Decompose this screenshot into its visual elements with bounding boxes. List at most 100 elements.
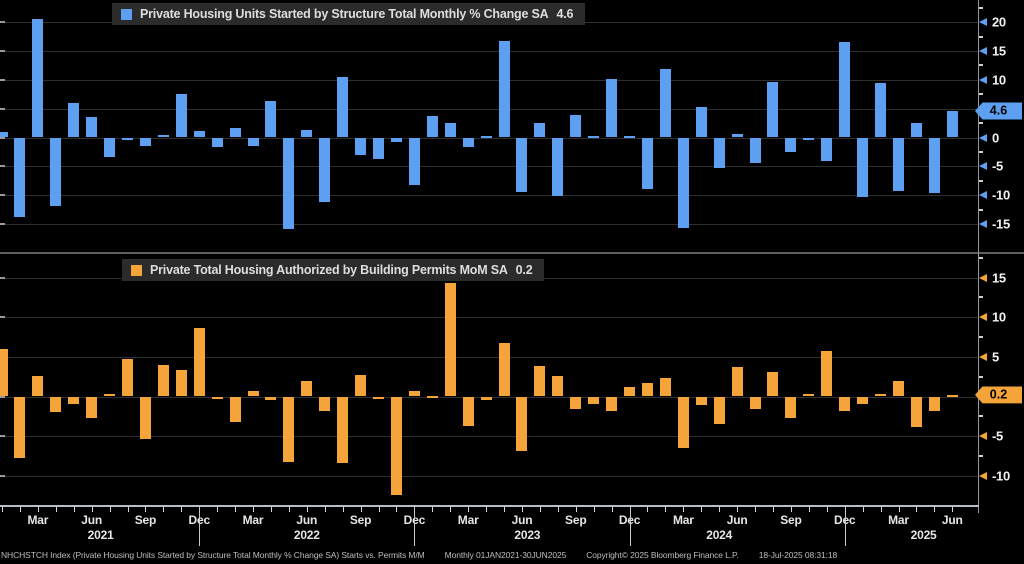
month-tick [647,507,649,512]
y-axis-minor-tick [978,35,983,38]
bar [86,117,98,138]
y-axis-minor-tick [978,64,983,67]
month-tick [450,507,452,512]
bar [910,396,922,428]
bar [0,348,8,397]
bar [821,350,833,397]
starts-panel-plot-area[interactable]: 20151050-5-10-154.6 [0,0,1024,252]
starts-legend-item[interactable]: Private Housing Units Started by Structu… [112,3,586,25]
bar [659,378,671,397]
y-axis-minor-tick [978,93,983,96]
month-tick-label: Dec [403,513,426,527]
y-axis-tick-arrow-icon [979,18,987,27]
month-tick [826,507,828,512]
month-tick [629,507,631,512]
bar [247,137,259,146]
footer-timestamp: 18-Jul-2025 08:31:18 [758,550,838,560]
bar [104,394,116,397]
year-divider-tick [199,507,201,546]
month-tick [37,507,39,512]
month-tick-label: Jun [81,513,103,527]
y-axis-tick-label: 10 [992,72,1006,88]
bar [498,40,510,138]
left-axis-tick [0,474,5,477]
month-tick [253,507,255,512]
bar [624,136,636,139]
bar [641,383,653,397]
gridline [0,475,978,477]
bar [337,396,349,464]
bar [122,359,133,397]
bar [480,135,492,138]
month-tick [2,507,3,512]
bar [373,396,385,399]
year-label: 2023 [514,528,541,542]
bar [893,137,904,192]
bar [946,110,958,138]
bar [301,129,313,138]
y-axis-tick-arrow-icon [979,75,987,84]
y-axis-minor-tick [978,208,983,211]
bar [749,396,761,410]
y-axis-minor-tick [978,375,983,378]
bar [588,396,600,404]
left-axis-tick [0,276,5,279]
month-tick-label: Sep [565,513,587,527]
bar [677,137,689,229]
bar [14,137,26,218]
bar [175,369,187,397]
month-tick [575,507,577,512]
y-axis-tick-label: 20 [992,14,1006,30]
last-value-badge: 4.6 [975,102,1022,120]
gridline [0,79,978,81]
month-tick [163,507,165,512]
bar [211,396,223,399]
bar [857,137,869,197]
month-tick-label: Mar [672,513,694,527]
bar [731,367,743,397]
month-tick [109,507,111,512]
y-axis-minor-tick [978,122,983,125]
month-tick [952,507,954,512]
bar [211,137,223,148]
left-axis-tick [0,395,5,398]
month-tick-label: Mar [242,513,264,527]
permits-legend-item[interactable]: Private Total Housing Authorized by Buil… [122,259,545,281]
gridline [0,436,978,438]
bar [462,137,474,148]
y-axis-tick-arrow-icon [979,352,987,361]
left-axis-tick [0,316,5,319]
month-tick [324,507,326,512]
left-axis-tick [0,49,5,52]
bar [803,137,815,141]
month-tick [898,507,900,512]
bar [910,123,922,138]
month-tick [199,507,201,512]
bar [893,380,904,397]
month-tick [521,507,523,512]
month-tick-label: Jun [296,513,318,527]
left-axis-tick [0,165,5,168]
bar [534,123,546,138]
y-axis-minor-tick [978,6,983,9]
month-tick-label: Jun [511,513,533,527]
bar [390,396,402,495]
bar [426,395,438,398]
month-tick [862,507,864,512]
y-axis-tick-arrow-icon [979,133,987,142]
left-axis-tick [0,194,5,197]
bar [803,394,815,397]
bar [516,137,528,192]
bar [857,396,869,405]
permits-panel-plot-area[interactable]: 151050-5-100.2 [0,256,1024,505]
y-axis-minor-tick [978,415,983,418]
bar [139,396,151,440]
month-tick [432,507,434,512]
month-tick [396,507,398,512]
bar [283,137,295,229]
year-label: 2024 [706,528,733,542]
y-axis-tick-label: 5 [992,349,999,365]
starts-legend-value: 4.6 [556,7,574,21]
bar [552,137,564,196]
month-tick [127,507,129,512]
